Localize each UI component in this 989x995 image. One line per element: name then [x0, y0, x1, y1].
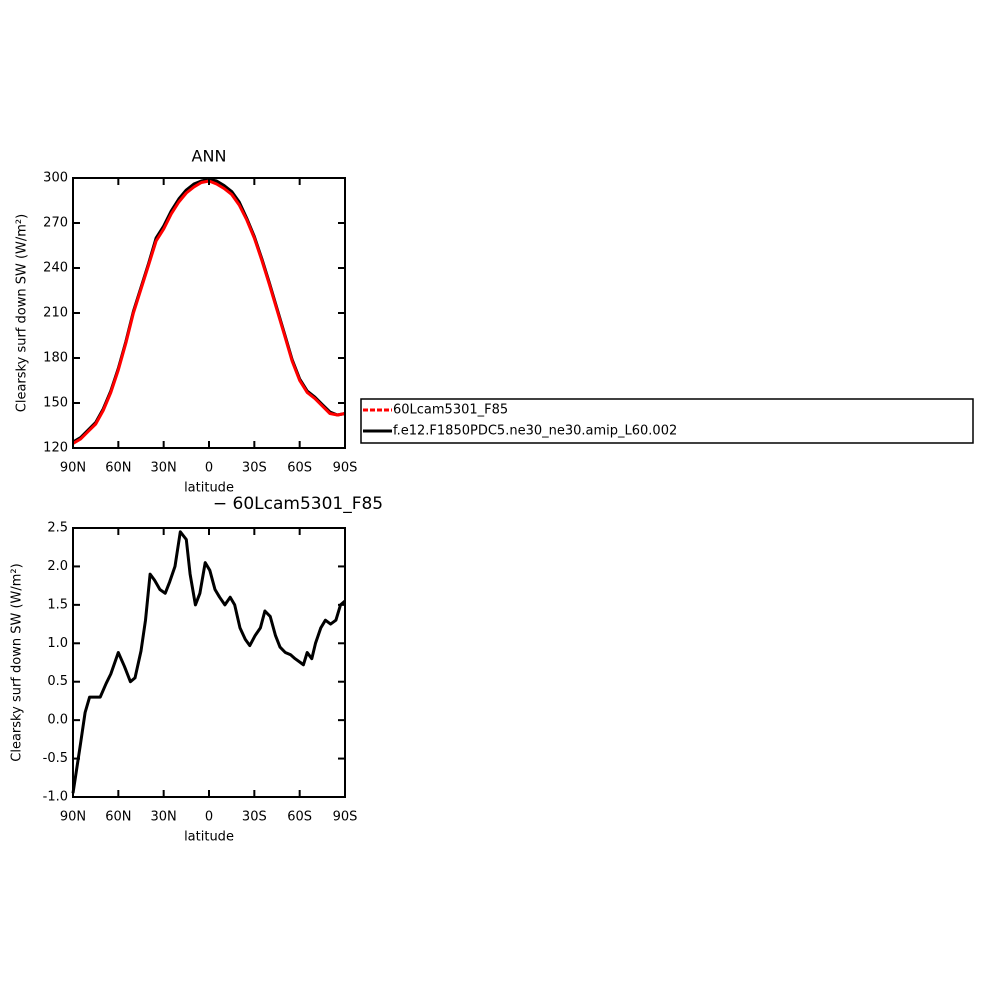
y-tick-label: 180 — [43, 351, 68, 366]
y-axis-title: Clearsky surf down SW (W/m²) — [10, 563, 25, 761]
y-tick-label: 300 — [43, 171, 68, 186]
y-tick-label: 2.5 — [47, 521, 68, 536]
x-axis-title: latitude — [184, 830, 234, 845]
x-tick-label: 60S — [287, 810, 312, 825]
chart-title: − 60Lcam5301_F85 — [213, 494, 383, 514]
legend-label: f.e12.F1850PDC5.ne30_ne30.amip_L60.002 — [393, 424, 677, 439]
y-tick-label: 270 — [43, 216, 68, 231]
x-tick-label: 60S — [287, 461, 312, 476]
x-tick-label: 90N — [60, 461, 86, 476]
y-tick-label: 120 — [43, 441, 68, 456]
legend-box — [360, 398, 974, 444]
legend-label: 60Lcam5301_F85 — [393, 403, 508, 418]
y-tick-label: 0.0 — [47, 713, 68, 728]
x-tick-label: 90S — [333, 810, 358, 825]
x-tick-label: 60N — [105, 461, 131, 476]
y-tick-label: 0.5 — [47, 674, 68, 689]
y-tick-label: 1.5 — [47, 597, 68, 612]
x-tick-label: 90N — [60, 810, 86, 825]
y-tick-label: -0.5 — [43, 751, 68, 766]
y-axis-title: Clearsky surf down SW (W/m²) — [15, 214, 30, 412]
y-tick-label: 2.0 — [47, 559, 68, 574]
x-axis-title: latitude — [184, 481, 234, 496]
y-tick-label: 1.0 — [47, 636, 68, 651]
y-tick-label: 240 — [43, 261, 68, 276]
data-line — [72, 179, 346, 445]
x-tick-label: 90S — [333, 461, 358, 476]
data-line — [72, 178, 346, 444]
x-tick-label: 60N — [105, 810, 131, 825]
y-tick-label: 210 — [43, 306, 68, 321]
y-tick-label: -1.0 — [43, 790, 68, 805]
x-tick-label: 30N — [151, 810, 177, 825]
x-tick-label: 30S — [242, 461, 267, 476]
chart-title: ANN — [192, 147, 227, 166]
x-tick-label: 0 — [205, 810, 213, 825]
x-tick-label: 30N — [151, 461, 177, 476]
data-line — [71, 530, 346, 794]
plot-frame — [72, 177, 346, 449]
y-tick-label: 150 — [43, 396, 68, 411]
x-tick-label: 30S — [242, 810, 267, 825]
x-tick-label: 0 — [205, 461, 213, 476]
